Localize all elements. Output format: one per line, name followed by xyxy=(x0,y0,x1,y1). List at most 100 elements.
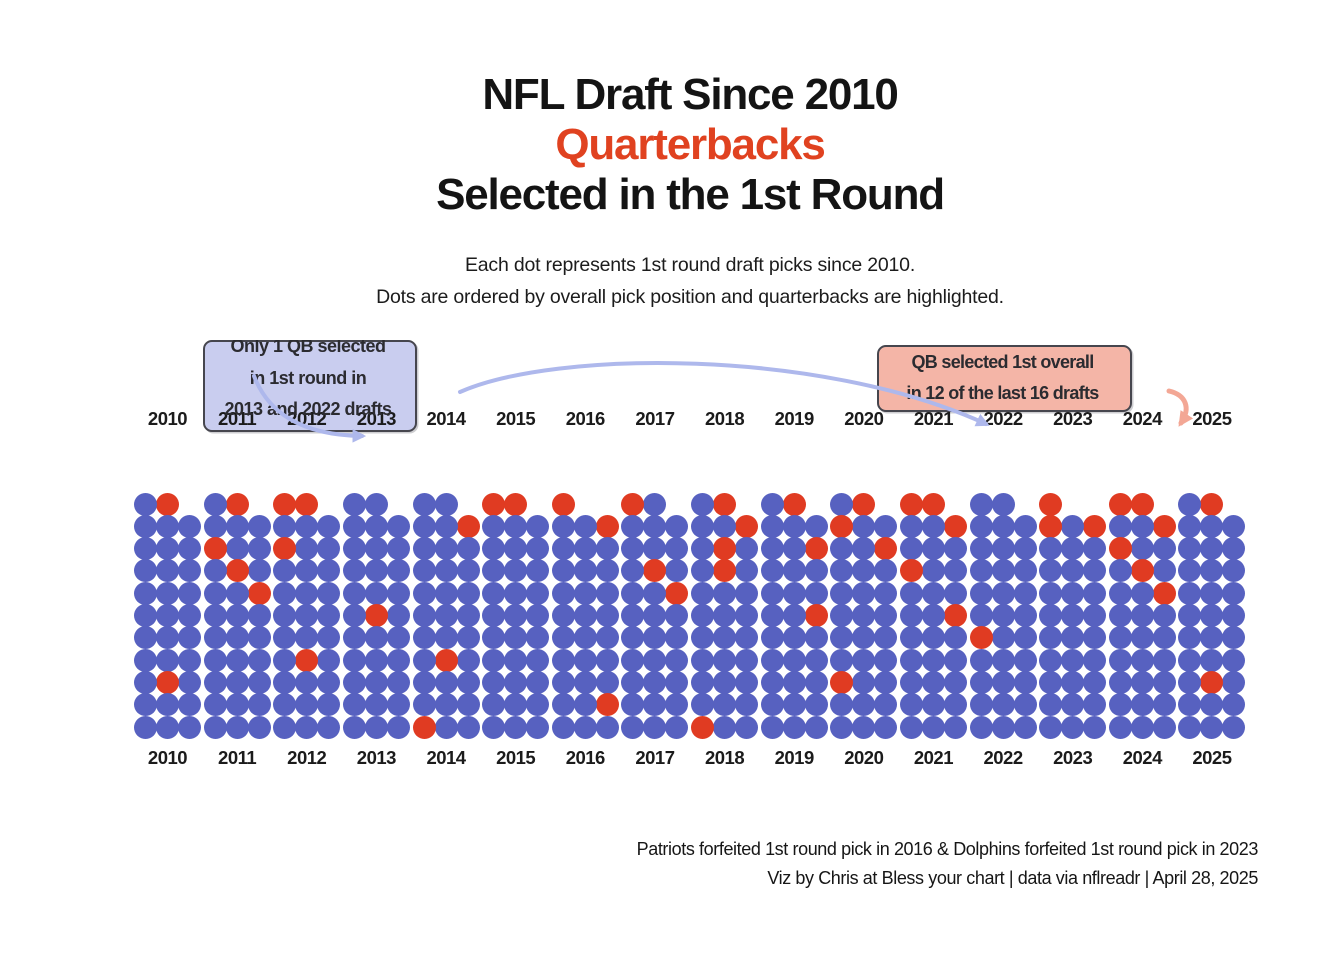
draft-pick-dot xyxy=(1130,581,1154,605)
draft-pick-dot xyxy=(134,537,157,561)
draft-pick-dot xyxy=(621,715,645,739)
draft-pick-dot xyxy=(1061,715,1085,739)
draft-pick-dot xyxy=(691,626,715,650)
title-line-2-accent: Quarterbacks xyxy=(555,120,826,169)
qb-pick-dot xyxy=(969,626,993,650)
draft-pick-dot xyxy=(203,693,227,717)
draft-pick-dot xyxy=(178,581,201,605)
draft-pick-dot xyxy=(874,626,898,650)
qb-pick-dot xyxy=(225,559,249,583)
draft-pick-dot xyxy=(386,626,410,650)
qb-pick-dot xyxy=(456,514,480,538)
draft-pick-dot xyxy=(691,670,715,694)
draft-pick-dot xyxy=(921,693,945,717)
draft-pick-dot xyxy=(1039,626,1063,650)
draft-pick-dot xyxy=(899,514,923,538)
qb-pick-dot xyxy=(804,604,828,627)
draft-pick-dot xyxy=(178,626,201,650)
draft-pick-dot xyxy=(852,715,876,739)
subtitle-line-2: Dots are ordered by overall pick positio… xyxy=(376,286,1004,308)
draft-pick-dot xyxy=(595,581,619,605)
draft-pick-dot xyxy=(364,648,388,672)
draft-pick-dot xyxy=(1083,626,1107,650)
draft-pick-dot xyxy=(852,648,876,672)
draft-pick-dot xyxy=(1178,693,1202,717)
draft-pick-dot xyxy=(713,648,737,672)
footer-credit: Viz by Chris at Bless your chart | data … xyxy=(767,868,1258,888)
draft-pick-dot xyxy=(434,537,458,561)
draft-pick-dot xyxy=(969,537,993,561)
draft-pick-dot xyxy=(1178,537,1202,561)
draft-pick-dot xyxy=(317,537,341,561)
qb-pick-dot xyxy=(621,492,645,516)
draft-pick-dot xyxy=(342,693,366,717)
draft-pick-dot xyxy=(504,715,528,739)
draft-pick-dot xyxy=(482,537,506,561)
draft-pick-dot xyxy=(317,604,341,627)
qb-pick-dot xyxy=(203,537,227,561)
draft-pick-dot xyxy=(1152,715,1176,739)
draft-pick-dot xyxy=(713,715,737,739)
draft-pick-dot xyxy=(1061,648,1085,672)
draft-pick-dot xyxy=(735,626,759,650)
draft-pick-dot xyxy=(1013,559,1037,583)
qb-pick-dot xyxy=(899,559,923,583)
draft-pick-dot xyxy=(317,559,341,583)
draft-pick-dot xyxy=(969,715,993,739)
qb-pick-dot xyxy=(551,492,575,516)
draft-pick-dot xyxy=(830,559,854,583)
draft-pick-dot xyxy=(434,604,458,627)
draft-pick-dot xyxy=(342,626,366,650)
draft-pick-dot xyxy=(317,626,341,650)
draft-pick-dot xyxy=(247,715,271,739)
qb-pick-dot xyxy=(295,492,319,516)
draft-pick-dot xyxy=(621,670,645,694)
draft-pick-dot xyxy=(456,648,480,672)
qb-pick-dot xyxy=(156,670,179,694)
draft-pick-dot xyxy=(1200,648,1224,672)
draft-pick-dot xyxy=(134,581,157,605)
draft-pick-dot xyxy=(804,514,828,538)
draft-pick-dot xyxy=(1039,581,1063,605)
draft-pick-dot xyxy=(225,626,249,650)
draft-pick-dot xyxy=(412,537,436,561)
draft-pick-dot xyxy=(1130,626,1154,650)
draft-pick-dot xyxy=(551,648,575,672)
draft-pick-dot xyxy=(595,648,619,672)
draft-pick-dot xyxy=(134,604,157,627)
draft-pick-dot xyxy=(342,670,366,694)
draft-pick-dot xyxy=(643,604,667,627)
draft-pick-dot xyxy=(1013,715,1037,739)
draft-pick-dot xyxy=(551,537,575,561)
qb-pick-dot xyxy=(364,604,388,627)
draft-pick-dot xyxy=(1039,693,1063,717)
draft-pick-dot xyxy=(830,648,854,672)
draft-pick-dot xyxy=(852,604,876,627)
draft-pick-dot xyxy=(830,581,854,605)
draft-pick-dot xyxy=(665,626,689,650)
draft-pick-dot xyxy=(760,559,784,583)
draft-pick-dot xyxy=(1083,693,1107,717)
qb-pick-dot xyxy=(691,715,715,739)
draft-pick-dot xyxy=(551,559,575,583)
draft-pick-dot xyxy=(1130,604,1154,627)
draft-pick-dot xyxy=(735,670,759,694)
draft-pick-dot xyxy=(621,604,645,627)
draft-pick-dot xyxy=(134,492,157,516)
draft-pick-dot xyxy=(526,537,550,561)
draft-pick-dot xyxy=(691,581,715,605)
draft-pick-dot xyxy=(412,626,436,650)
draft-pick-dot xyxy=(1061,604,1085,627)
draft-pick-dot xyxy=(713,670,737,694)
draft-pick-dot xyxy=(317,581,341,605)
chart-subtitle: Each dot represents 1st round draft pick… xyxy=(36,249,1344,313)
year-label-bottom-2019: 2019 xyxy=(774,747,815,768)
year-label-top-2025: 2025 xyxy=(1192,408,1232,429)
draft-pick-dot xyxy=(943,693,967,717)
draft-pick-dot xyxy=(156,604,179,627)
draft-pick-dot xyxy=(991,537,1015,561)
year-label-bottom-2014: 2014 xyxy=(426,747,466,768)
draft-pick-dot xyxy=(969,693,993,717)
annotation-text-first-overall: QB selected 1st overall in 12 of the las… xyxy=(877,345,1128,408)
